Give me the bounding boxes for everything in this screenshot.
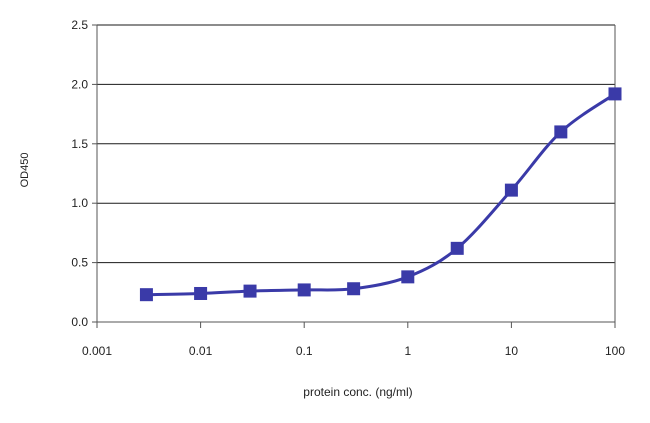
tick-labels: 0.0 0.5 1.0 1.5 2.0 2.5 0.001 0.01 0.1 1 10 100 bbox=[71, 18, 625, 358]
data-point-8 bbox=[554, 125, 568, 139]
x-tick-label-0.1: 0.1 bbox=[296, 344, 313, 358]
y-axis-title: OD450 bbox=[19, 153, 31, 188]
data-point-1 bbox=[194, 286, 208, 300]
y-tick-label-0.0: 0.0 bbox=[71, 315, 88, 329]
data-point-3 bbox=[297, 283, 311, 297]
data-point-2 bbox=[243, 284, 257, 298]
data-point-7 bbox=[504, 183, 518, 197]
data-point-5 bbox=[401, 270, 415, 284]
data-point-6 bbox=[450, 241, 464, 255]
x-tick-label-100: 100 bbox=[605, 344, 625, 358]
x-tick-label-1: 1 bbox=[404, 344, 411, 358]
x-tick-label-0.01: 0.01 bbox=[189, 344, 213, 358]
y-tick-label-0.5: 0.5 bbox=[71, 256, 88, 270]
y-tick-label-1.5: 1.5 bbox=[71, 137, 88, 151]
y-tick-label-2.5: 2.5 bbox=[71, 18, 88, 32]
x-tick-label-10: 10 bbox=[505, 344, 519, 358]
series-line-0 bbox=[146, 92, 616, 297]
grid-lines bbox=[97, 24, 615, 264]
x-tick-label-0.001: 0.001 bbox=[82, 344, 112, 358]
y-tick-label-1.0: 1.0 bbox=[71, 196, 88, 210]
data-point-9 bbox=[608, 87, 622, 101]
axes bbox=[92, 24, 616, 328]
y-tick-label-2.0: 2.0 bbox=[71, 77, 88, 91]
x-axis-title: protein conc. (ng/ml) bbox=[303, 385, 412, 399]
series bbox=[139, 87, 622, 302]
data-point-4 bbox=[347, 282, 361, 296]
data-point-0 bbox=[139, 288, 153, 302]
